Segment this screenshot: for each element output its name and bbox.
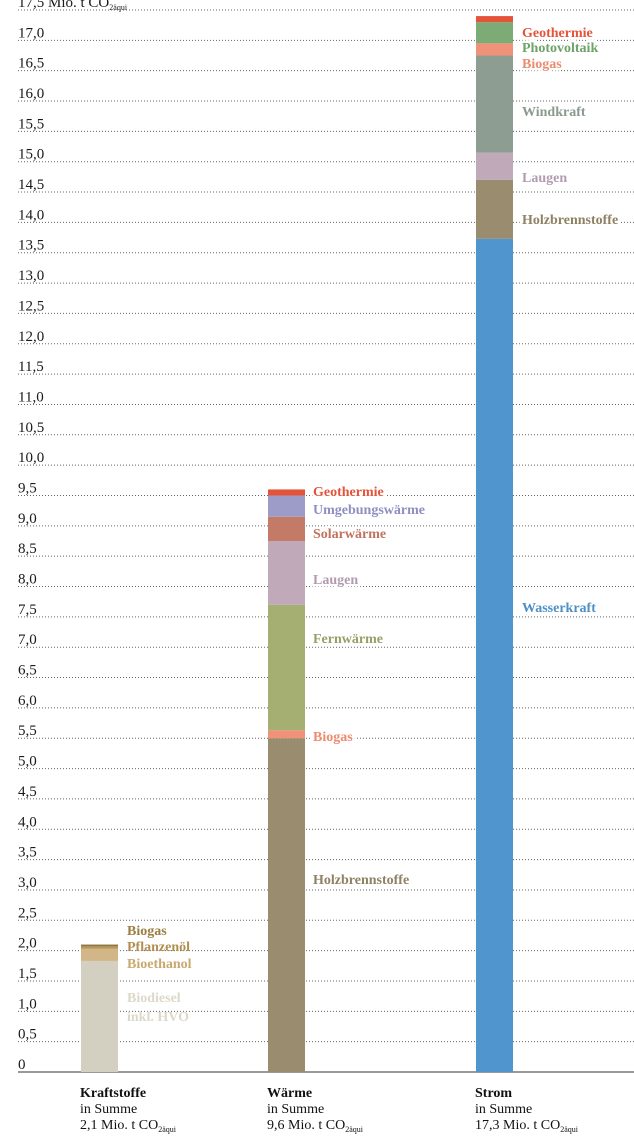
y-tick-label: 3,0	[18, 875, 37, 891]
segment-label: Geothermie	[313, 485, 384, 500]
segment-label: Laugen	[313, 573, 358, 588]
bar-segment	[81, 944, 118, 947]
y-tick-label: 10,5	[18, 420, 44, 436]
bar-segment	[268, 738, 305, 1072]
category-sum-value: 17,3 Mio. t CO2äqui	[475, 1118, 579, 1134]
segment-label: Biogas	[522, 57, 562, 72]
y-tick-label: 0	[18, 1057, 26, 1073]
y-tick-label: 8,0	[18, 572, 37, 588]
bar-segment	[268, 541, 305, 605]
bar-segment	[81, 946, 118, 949]
y-tick-label: 14,5	[18, 177, 44, 193]
category-sum-value: 9,6 Mio. t CO2äqui	[267, 1118, 364, 1134]
bar-segment	[268, 495, 305, 517]
bar-segment	[476, 238, 513, 1072]
category-sum-value: 2,1 Mio. t CO2äqui	[80, 1118, 177, 1134]
y-tick-label: 17,0	[18, 25, 44, 41]
segment-label: Wasserkraft	[522, 601, 596, 616]
segment-label: Photovoltaik	[522, 41, 598, 56]
y-tick-label: 8,5	[18, 541, 37, 557]
y-tick-label: 4,0	[18, 814, 37, 830]
y-tick-label: 7,5	[18, 602, 37, 618]
segment-label: Bioethanol	[127, 957, 192, 972]
y-tick-label: 10,0	[18, 450, 44, 466]
y-tick-label: 15,5	[18, 116, 44, 132]
segment-label: Solarwärme	[313, 527, 386, 542]
y-tick-label: 3,5	[18, 845, 37, 861]
segment-label: Windkraft	[522, 105, 586, 120]
bar-segment	[268, 516, 305, 541]
bar-segment	[476, 55, 513, 153]
y-tick-label: 13,5	[18, 238, 44, 254]
y-tick-label: 11,5	[18, 359, 44, 375]
segment-label: Geothermie	[522, 26, 593, 41]
bar-segment	[268, 489, 305, 496]
category-sum-label: in Summe	[475, 1102, 532, 1117]
segment-label: inkl. HVO	[127, 1010, 189, 1025]
y-tick-label: 1,0	[18, 996, 37, 1012]
y-tick-label: 9,5	[18, 480, 37, 496]
bar-segment	[268, 604, 305, 731]
y-tick-label: 9,0	[18, 511, 37, 527]
segment-label: Fernwärme	[313, 632, 383, 647]
bar-segment	[476, 43, 513, 56]
y-tick-label: 12,0	[18, 329, 44, 345]
bar-segment	[476, 179, 513, 239]
bar-segment	[476, 22, 513, 44]
y-tick-label: 16,0	[18, 86, 44, 102]
category-label: Wärme	[267, 1086, 312, 1101]
y-tick-label: 6,5	[18, 663, 37, 679]
category-sum-label: in Summe	[267, 1102, 324, 1117]
y-tick-label: 2,5	[18, 905, 37, 921]
segment-label: Biogas	[127, 924, 167, 939]
segment-label: Biogas	[313, 730, 353, 745]
segment-label: Biodiesel	[127, 991, 181, 1006]
bar-segment	[476, 16, 513, 23]
y-tick-label: 11,0	[18, 389, 44, 405]
bar-segment	[476, 152, 513, 180]
y-tick-label: 14,0	[18, 207, 44, 223]
y-tick-label: 6,0	[18, 693, 37, 709]
segment-label: Laugen	[522, 171, 567, 186]
y-tick-label: 13,0	[18, 268, 44, 284]
segment-label: Holzbrennstoffe	[522, 213, 618, 228]
y-tick-label: 12,5	[18, 298, 44, 314]
bar-segment	[268, 730, 305, 739]
y-tick-label: 17,5 Mio. t CO2äqui	[18, 0, 128, 12]
category-sum-label: in Summe	[80, 1102, 137, 1117]
y-tick-label: 4,5	[18, 784, 37, 800]
y-tick-label: 7,0	[18, 632, 37, 648]
y-tick-label: 5,0	[18, 754, 37, 770]
category-label: Kraftstoffe	[80, 1086, 146, 1101]
segment-label: Holzbrennstoffe	[313, 873, 409, 888]
segment-label: Pflanzenöl	[127, 940, 190, 955]
y-tick-label: 2,0	[18, 936, 37, 952]
bar-segment	[81, 960, 118, 1072]
y-tick-label: 15,0	[18, 147, 44, 163]
bar-segment	[81, 948, 118, 961]
segment-label: Umgebungswärme	[313, 503, 425, 518]
y-tick-label: 0,5	[18, 1027, 37, 1043]
y-tick-label: 16,5	[18, 56, 44, 72]
category-label: Strom	[475, 1086, 512, 1101]
y-tick-label: 1,5	[18, 966, 37, 982]
y-tick-label: 5,5	[18, 723, 37, 739]
